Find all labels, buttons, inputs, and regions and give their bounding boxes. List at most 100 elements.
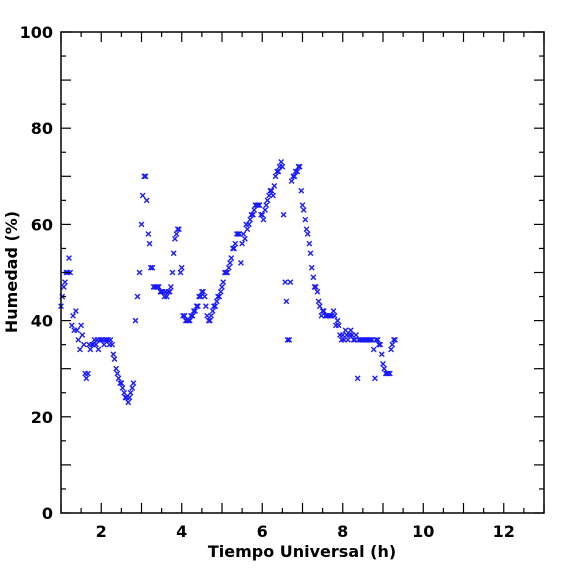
data-point [311, 284, 318, 290]
data-point [223, 269, 229, 276]
data-point [312, 284, 319, 290]
data-point [255, 202, 262, 209]
data-point [287, 279, 294, 286]
data-point [268, 187, 275, 194]
data-point [79, 332, 86, 338]
data-point [189, 312, 196, 319]
data-point [115, 375, 122, 382]
data-point [380, 360, 386, 367]
data-point [207, 317, 213, 324]
data-point [139, 192, 146, 199]
data-point [320, 308, 327, 314]
data-point [264, 197, 271, 204]
data-point [296, 163, 303, 170]
y-tick-label: 40 [31, 312, 53, 331]
data-point [109, 341, 116, 348]
data-point [185, 317, 192, 324]
data-point [315, 298, 322, 305]
data-point [180, 312, 186, 319]
data-point [335, 322, 342, 329]
data-point [373, 336, 380, 343]
y-tick-label: 60 [31, 215, 53, 234]
data-point [385, 370, 392, 377]
data-point [172, 235, 178, 242]
data-point [149, 264, 156, 271]
data-point [248, 211, 255, 218]
data-point [242, 235, 248, 242]
data-point [244, 226, 251, 233]
data-point [66, 255, 72, 261]
data-point [74, 327, 80, 334]
data-point [216, 293, 223, 300]
x-tick-label: 8 [337, 522, 348, 541]
data-point [186, 317, 193, 324]
data-point [132, 317, 139, 324]
data-point [258, 211, 264, 218]
data-point [299, 202, 306, 209]
x-tick-label: 12 [493, 522, 515, 541]
data-point [381, 365, 388, 372]
data-point [101, 341, 107, 348]
data-point [129, 385, 136, 391]
data-point [310, 274, 317, 281]
data-point [209, 308, 216, 314]
data-point [256, 202, 263, 209]
data-point [188, 312, 194, 319]
data-point [146, 240, 153, 247]
data-point [85, 370, 91, 377]
data-point [70, 312, 76, 319]
data-point [259, 211, 266, 218]
data-point [262, 207, 268, 213]
data-point [93, 341, 99, 348]
data-point [62, 279, 68, 286]
data-point [111, 356, 118, 362]
data-point [291, 173, 298, 180]
data-point [121, 389, 128, 396]
data-point [127, 389, 134, 396]
data-point [213, 298, 220, 305]
data-point [388, 346, 394, 353]
data-point [155, 284, 162, 290]
data-point [345, 336, 351, 343]
data-point [275, 168, 282, 175]
data-point [288, 178, 295, 185]
data-point [376, 341, 382, 348]
data-point [354, 375, 361, 382]
data-point [215, 293, 221, 300]
data-point [83, 375, 90, 382]
x-tick-label: 6 [257, 522, 268, 541]
data-point [136, 269, 143, 276]
data-point [68, 322, 75, 329]
data-point [390, 336, 397, 343]
data-point [118, 380, 125, 387]
data-point [134, 293, 141, 300]
data-point [232, 240, 239, 247]
data-point [386, 370, 393, 377]
data-point [342, 327, 349, 334]
data-point [211, 303, 217, 310]
data-point [130, 380, 137, 387]
data-points [58, 158, 398, 406]
data-point [190, 308, 197, 314]
data-point [126, 394, 133, 401]
data-point [270, 192, 277, 199]
data-point [203, 303, 209, 310]
data-point [239, 240, 246, 247]
data-point [217, 288, 224, 295]
data-point [260, 216, 267, 223]
data-point [166, 288, 173, 295]
data-point [167, 284, 174, 290]
data-point [196, 293, 202, 300]
data-point [274, 168, 281, 175]
data-point [372, 375, 378, 382]
data-point [302, 216, 309, 223]
data-point [263, 202, 270, 209]
data-point [192, 308, 198, 314]
data-point [272, 173, 279, 180]
data-point [374, 336, 381, 343]
data-point [143, 197, 150, 204]
y-tick-label: 100 [20, 23, 53, 42]
data-point [201, 293, 208, 300]
data-point [75, 336, 82, 343]
